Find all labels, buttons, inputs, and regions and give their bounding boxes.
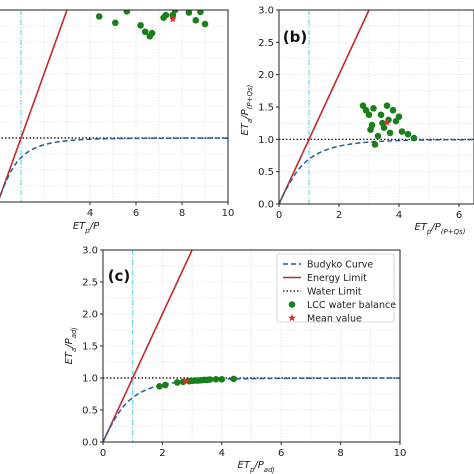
x-tick-label: 2 (336, 210, 342, 221)
lcc-point (398, 128, 406, 135)
lcc-point (404, 130, 412, 138)
x-axis-label: ETp/P (73, 221, 100, 235)
budyko-curve (0, 137, 228, 199)
lcc-point (148, 29, 156, 37)
axes-frame (0, 9, 229, 203)
lcc-point (141, 28, 149, 36)
x-tick-label: 6 (278, 448, 284, 459)
y-tick-label: 0.5 (258, 167, 274, 178)
mean-value-marker (168, 14, 177, 23)
legend: Budyko Curve Energy Limit Water Limit LCC w… (276, 253, 396, 325)
x-tick-label: 2 (159, 448, 165, 459)
lcc-point (212, 375, 220, 383)
panel-b: 0 2 4 6 0.0 0.5 1.0 1.5 2.0 2.5 3.0 (b) ETp/P(P+Qs) E… (240, 6, 474, 236)
x-tick-label: 4 (396, 210, 402, 221)
legend-swatch-mean (288, 313, 296, 322)
y-tick-label: 2.0 (258, 70, 274, 81)
legend-entry: Water Limit (307, 287, 362, 298)
y-tick-label: 0.0 (258, 200, 274, 211)
panel-label-bg (283, 26, 307, 46)
legend-entry: Budyko Curve (307, 260, 373, 271)
x-tick-label: 6 (456, 210, 462, 221)
budyko-curve (103, 377, 400, 442)
energy-limit-line (103, 250, 193, 442)
panel-a: 4 6 8 10 ETp/P (0, 9, 235, 235)
lcc-point (410, 134, 418, 142)
lcc-point (383, 102, 391, 110)
x-axis-label: ETp/P(P+Qs) (414, 222, 465, 236)
lcc-point (365, 111, 373, 119)
y-tick-label: 2.5 (82, 278, 98, 289)
x-tick-label: 8 (337, 448, 343, 459)
lcc-point (370, 104, 377, 112)
lcc-point (395, 113, 403, 120)
x-tick-label: 8 (179, 208, 185, 219)
legend-entry: Energy Limit (307, 273, 367, 284)
lcc-point (162, 11, 170, 19)
y-tick-label: 1.5 (82, 342, 98, 353)
y-tick-label: 1.0 (258, 135, 274, 146)
lcc-point (112, 19, 119, 27)
lcc-point (171, 10, 179, 14)
plot-content (103, 250, 400, 442)
y-tick-label: 0.5 (82, 406, 98, 417)
plot-content (0, 10, 228, 202)
lcc-point (386, 129, 394, 137)
x-tick-label: 10 (394, 448, 407, 459)
x-tick-label: 4 (87, 208, 93, 219)
x-tick-label: 4 (219, 448, 225, 459)
lcc-point (192, 16, 200, 24)
lcc-point (137, 22, 144, 29)
legend-entry: LCC water balance (307, 300, 396, 311)
y-tick-label: 1.0 (82, 374, 98, 385)
x-tick-label: 10 (222, 208, 235, 219)
lcc-point (218, 375, 226, 383)
lcc-point (230, 375, 237, 383)
lcc-point (162, 381, 169, 389)
y-tick-label: 1.5 (258, 103, 274, 114)
x-axis-label: ETp/Padj (238, 460, 275, 474)
legend-box (276, 253, 395, 323)
y-axis-label: ETa/Padj (64, 328, 78, 365)
y-tick-label: 0.0 (82, 438, 98, 449)
y-tick-label: 3.0 (82, 246, 98, 257)
y-axis-label: ETa/P(P+Qs) (240, 84, 254, 135)
lcc-point (371, 141, 379, 148)
plot-content (279, 10, 474, 204)
mean-value-marker (383, 118, 391, 126)
budyko-curve (279, 138, 474, 204)
y-tick-label: 2.0 (82, 310, 98, 321)
lcc-point (123, 10, 131, 15)
lcc-point (380, 124, 388, 131)
lcc-point (389, 106, 397, 114)
panel-c: 0 2 4 6 8 10 0.0 0.5 1.0 1.5 2.0 2.5 3.0 (c) ETp/Padj E… (64, 246, 406, 474)
x-tick-label: 0 (276, 210, 282, 221)
lcc-point (377, 111, 385, 119)
lcc-point (206, 376, 214, 383)
lcc-point (374, 132, 382, 140)
panel-label-b: (b) (283, 28, 307, 46)
legend-swatch-points (288, 301, 296, 308)
panel-label-bg (107, 265, 131, 285)
lcc-point (173, 379, 181, 386)
energy-limit-line (0, 10, 68, 199)
y-tick-label: 3.0 (258, 6, 274, 17)
legend-entry: Mean value (307, 314, 362, 325)
energy-limit-line (279, 10, 370, 204)
lcc-point (197, 10, 204, 16)
lcc-point (368, 121, 376, 129)
lcc-point (185, 10, 193, 16)
lcc-point (95, 13, 103, 20)
x-tick-label: 6 (133, 208, 139, 219)
lcc-point (156, 383, 163, 390)
y-tick-label: 2.5 (258, 38, 274, 49)
x-tick-label: 0 (100, 448, 106, 459)
mean-value-marker (182, 377, 191, 385)
lcc-point (201, 20, 209, 28)
panel-label-c: (c) (108, 267, 131, 285)
